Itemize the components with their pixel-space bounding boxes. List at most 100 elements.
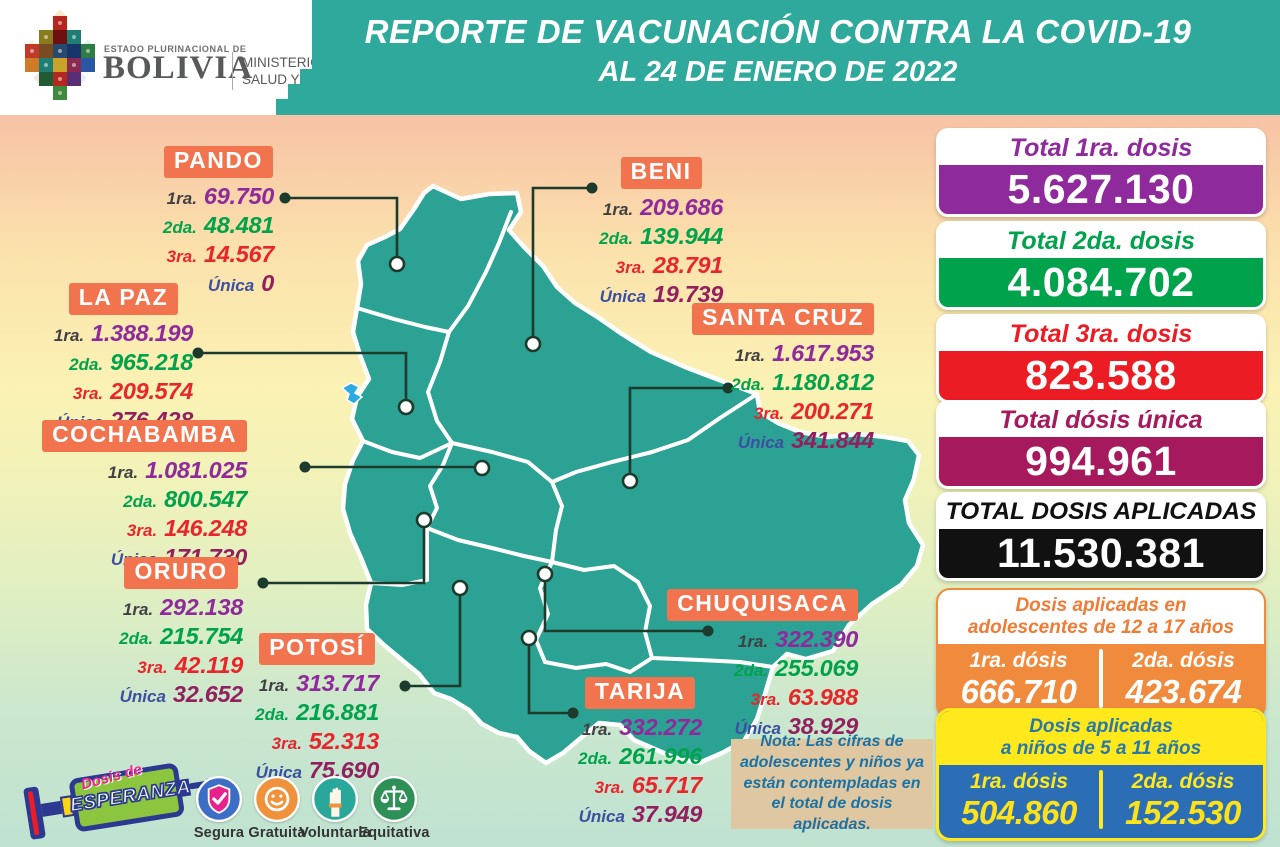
dose-row: 3ra. 52.313 [271,728,380,754]
panel-header: Dosis aplicadas a niños de 5 a 11 años [939,711,1263,765]
report-date: AL 24 DE ENERO DE 2022 [598,56,958,88]
ninos-panel: Dosis aplicadas a niños de 5 a 11 años 1… [936,708,1266,841]
dose-row: 3ra. 42.119 [137,652,243,678]
dose-row: 1ra. 1.617.953 [734,340,874,366]
dose-row: 1ra. 1.081.025 [107,457,247,483]
department-block-chuquisaca: CHUQUISACA 1ra. 322.390 2da. 255.069 3ra. 6… [667,589,858,742]
estado-plurinacional-label: ESTADO PLURINACIONAL DE [104,44,247,54]
dose-row: 2da. 216.881 [255,699,379,725]
dose-row: Única 75.690 [255,757,380,783]
column-divider [1099,648,1103,708]
connector-dots [192,182,734,719]
department-block-la-paz: LA PAZ 1ra. 1.388.199 2da. 965.218 3ra. 209… [54,283,193,436]
panel-value: 11.530.381 [939,529,1263,578]
dose-row: 2da. 261.996 [578,743,702,769]
department-title: LA PAZ [68,283,179,315]
dose-row: 3ra. 65.717 [594,772,703,798]
department-title: POTOSÍ [259,633,375,665]
dose-row: 2da. 965.218 [69,349,193,375]
dose-row: 1ra. 1.388.199 [53,320,193,346]
title-banner: REPORTE DE VACUNACIÓN CONTRA LA COVID-19… [276,0,1280,115]
dose-row: Única 0 [207,270,274,296]
brand-divider [232,52,233,90]
department-title: BENI [620,157,702,189]
panel-value: 994.961 [939,437,1263,486]
panel-value: 5.627.130 [939,165,1263,214]
value-gratuita: Gratuita [237,776,317,841]
department-title: COCHABAMBA [42,420,247,452]
bolivia-wordmark: BOLIVIA [103,50,254,86]
dosis-2da-column: 2da. dósis 423.674 [1125,648,1242,710]
total-3ra-dosis-panel: Total 3ra. dosis 823.588 [936,314,1266,403]
panel-label: TOTAL DOSIS APLICADAS [939,495,1263,529]
dose-row: 1ra. 292.138 [122,594,243,620]
column-divider [1099,769,1103,829]
value-voluntaria: Voluntaria [295,776,375,841]
dose-row: 3ra. 200.271 [753,398,874,424]
raised-hand-icon [312,776,358,822]
department-title: ORURO [124,557,238,589]
dose-row: 2da. 255.069 [734,655,858,681]
department-title: PANDO [164,146,273,178]
dose-row: 3ra. 14.567 [166,241,275,267]
lake-titicaca [340,382,364,405]
department-block-oruro: ORURO 1ra. 292.138 2da. 215.754 3ra. 42.119… [119,557,243,710]
department-block-cochabamba: COCHABAMBA 1ra. 1.081.025 2da. 800.547 3ra… [42,420,247,573]
value-equitativa: Equitativa [354,776,434,841]
panel-value: 4.084.702 [939,258,1263,307]
panel-label: Total 2da. dosis [939,224,1263,258]
smiley-icon [254,776,300,822]
dose-row: 2da. 800.547 [123,486,247,512]
panel-label: Total dósis única [939,403,1263,437]
dosis-2da-column: 2da. dósis 152.530 [1125,769,1241,831]
total-dosis-aplicadas-panel: TOTAL DOSIS APLICADAS 11.530.381 [936,492,1266,581]
dose-row: Única 32.652 [119,681,244,707]
total-2da-dosis-panel: Total 2da. dosis 4.084.702 [936,221,1266,310]
dose-row: 1ra. 322.390 [737,626,858,652]
department-title: CHUQUISACA [667,589,858,621]
dose-row: Única 341.844 [737,427,874,453]
dosis-1ra-column: 1ra. dósis 666.710 [960,648,1077,710]
dose-row: 2da. 139.944 [599,223,723,249]
dose-row: 3ra. 209.574 [72,378,193,404]
dose-row: 1ra. 313.717 [258,670,379,696]
total-1ra-dosis-panel: Total 1ra. dosis 5.627.130 [936,128,1266,217]
department-title: TARIJA [584,677,696,709]
dosis-1ra-column: 1ra. dósis 504.860 [961,769,1077,831]
department-block-potosi: POTOSÍ 1ra. 313.717 2da. 216.881 3ra. 52.31… [255,633,379,786]
department-block-tarija: TARIJA 1ra. 332.272 2da. 261.996 3ra. 65.71… [578,677,702,830]
dose-row: Única 38.929 [734,713,859,739]
department-title: SANTA CRUZ [692,303,874,335]
bolivia-coat-mosaic-logo [24,10,96,100]
dose-row: 1ra. 209.686 [602,194,723,220]
shield-check-icon [196,776,242,822]
dose-row: 3ra. 63.988 [750,684,859,710]
adolescentes-panel: Dosis aplicadas en adolescentes de 12 a … [936,588,1266,719]
dose-row: 1ra. 69.750 [166,183,275,209]
department-block-beni: BENI 1ra. 209.686 2da. 139.944 3ra. 28.791 … [599,157,723,310]
report-title: REPORTE DE VACUNACIÓN CONTRA LA COVID-19 [364,13,1192,50]
dose-row: Única 19.739 [599,281,724,307]
dose-row: Única 37.949 [578,801,703,827]
note-text: Las cifras de adolescentes y niños ya es… [739,733,925,834]
dose-row: 1ra. 332.272 [581,714,702,740]
panel-label: Total 1ra. dosis [939,131,1263,165]
panel-header: Dosis aplicadas en adolescentes de 12 a … [938,590,1264,644]
dose-row: 2da. 48.481 [162,212,274,238]
dose-row: 2da. 215.754 [119,623,243,649]
total-dosis-unica-panel: Total dósis única 994.961 [936,400,1266,489]
header: ESTADO PLURINACIONAL DE BOLIVIA MINISTER… [0,0,1280,115]
department-block-santa-cruz: SANTA CRUZ 1ra. 1.617.953 2da. 1.180.812 3… [692,303,874,456]
panel-label: Total 3ra. dosis [939,317,1263,351]
scales-icon [371,776,417,822]
dose-row: 3ra. 28.791 [615,252,724,278]
dose-row: 2da. 1.180.812 [731,369,874,395]
note-prefix: Nota: [760,733,802,751]
department-borders [355,210,775,674]
department-block-pando: PANDO 1ra. 69.750 2da. 48.481 3ra. 14.567 Ú… [163,146,274,299]
panel-value: 823.588 [939,351,1263,400]
value-segura: Segura [179,776,259,841]
connector-lines [198,186,728,715]
note-box: Nota: Las cifras de adolescentes y niños… [731,733,933,833]
dose-row: 3ra. 146.248 [126,515,247,541]
